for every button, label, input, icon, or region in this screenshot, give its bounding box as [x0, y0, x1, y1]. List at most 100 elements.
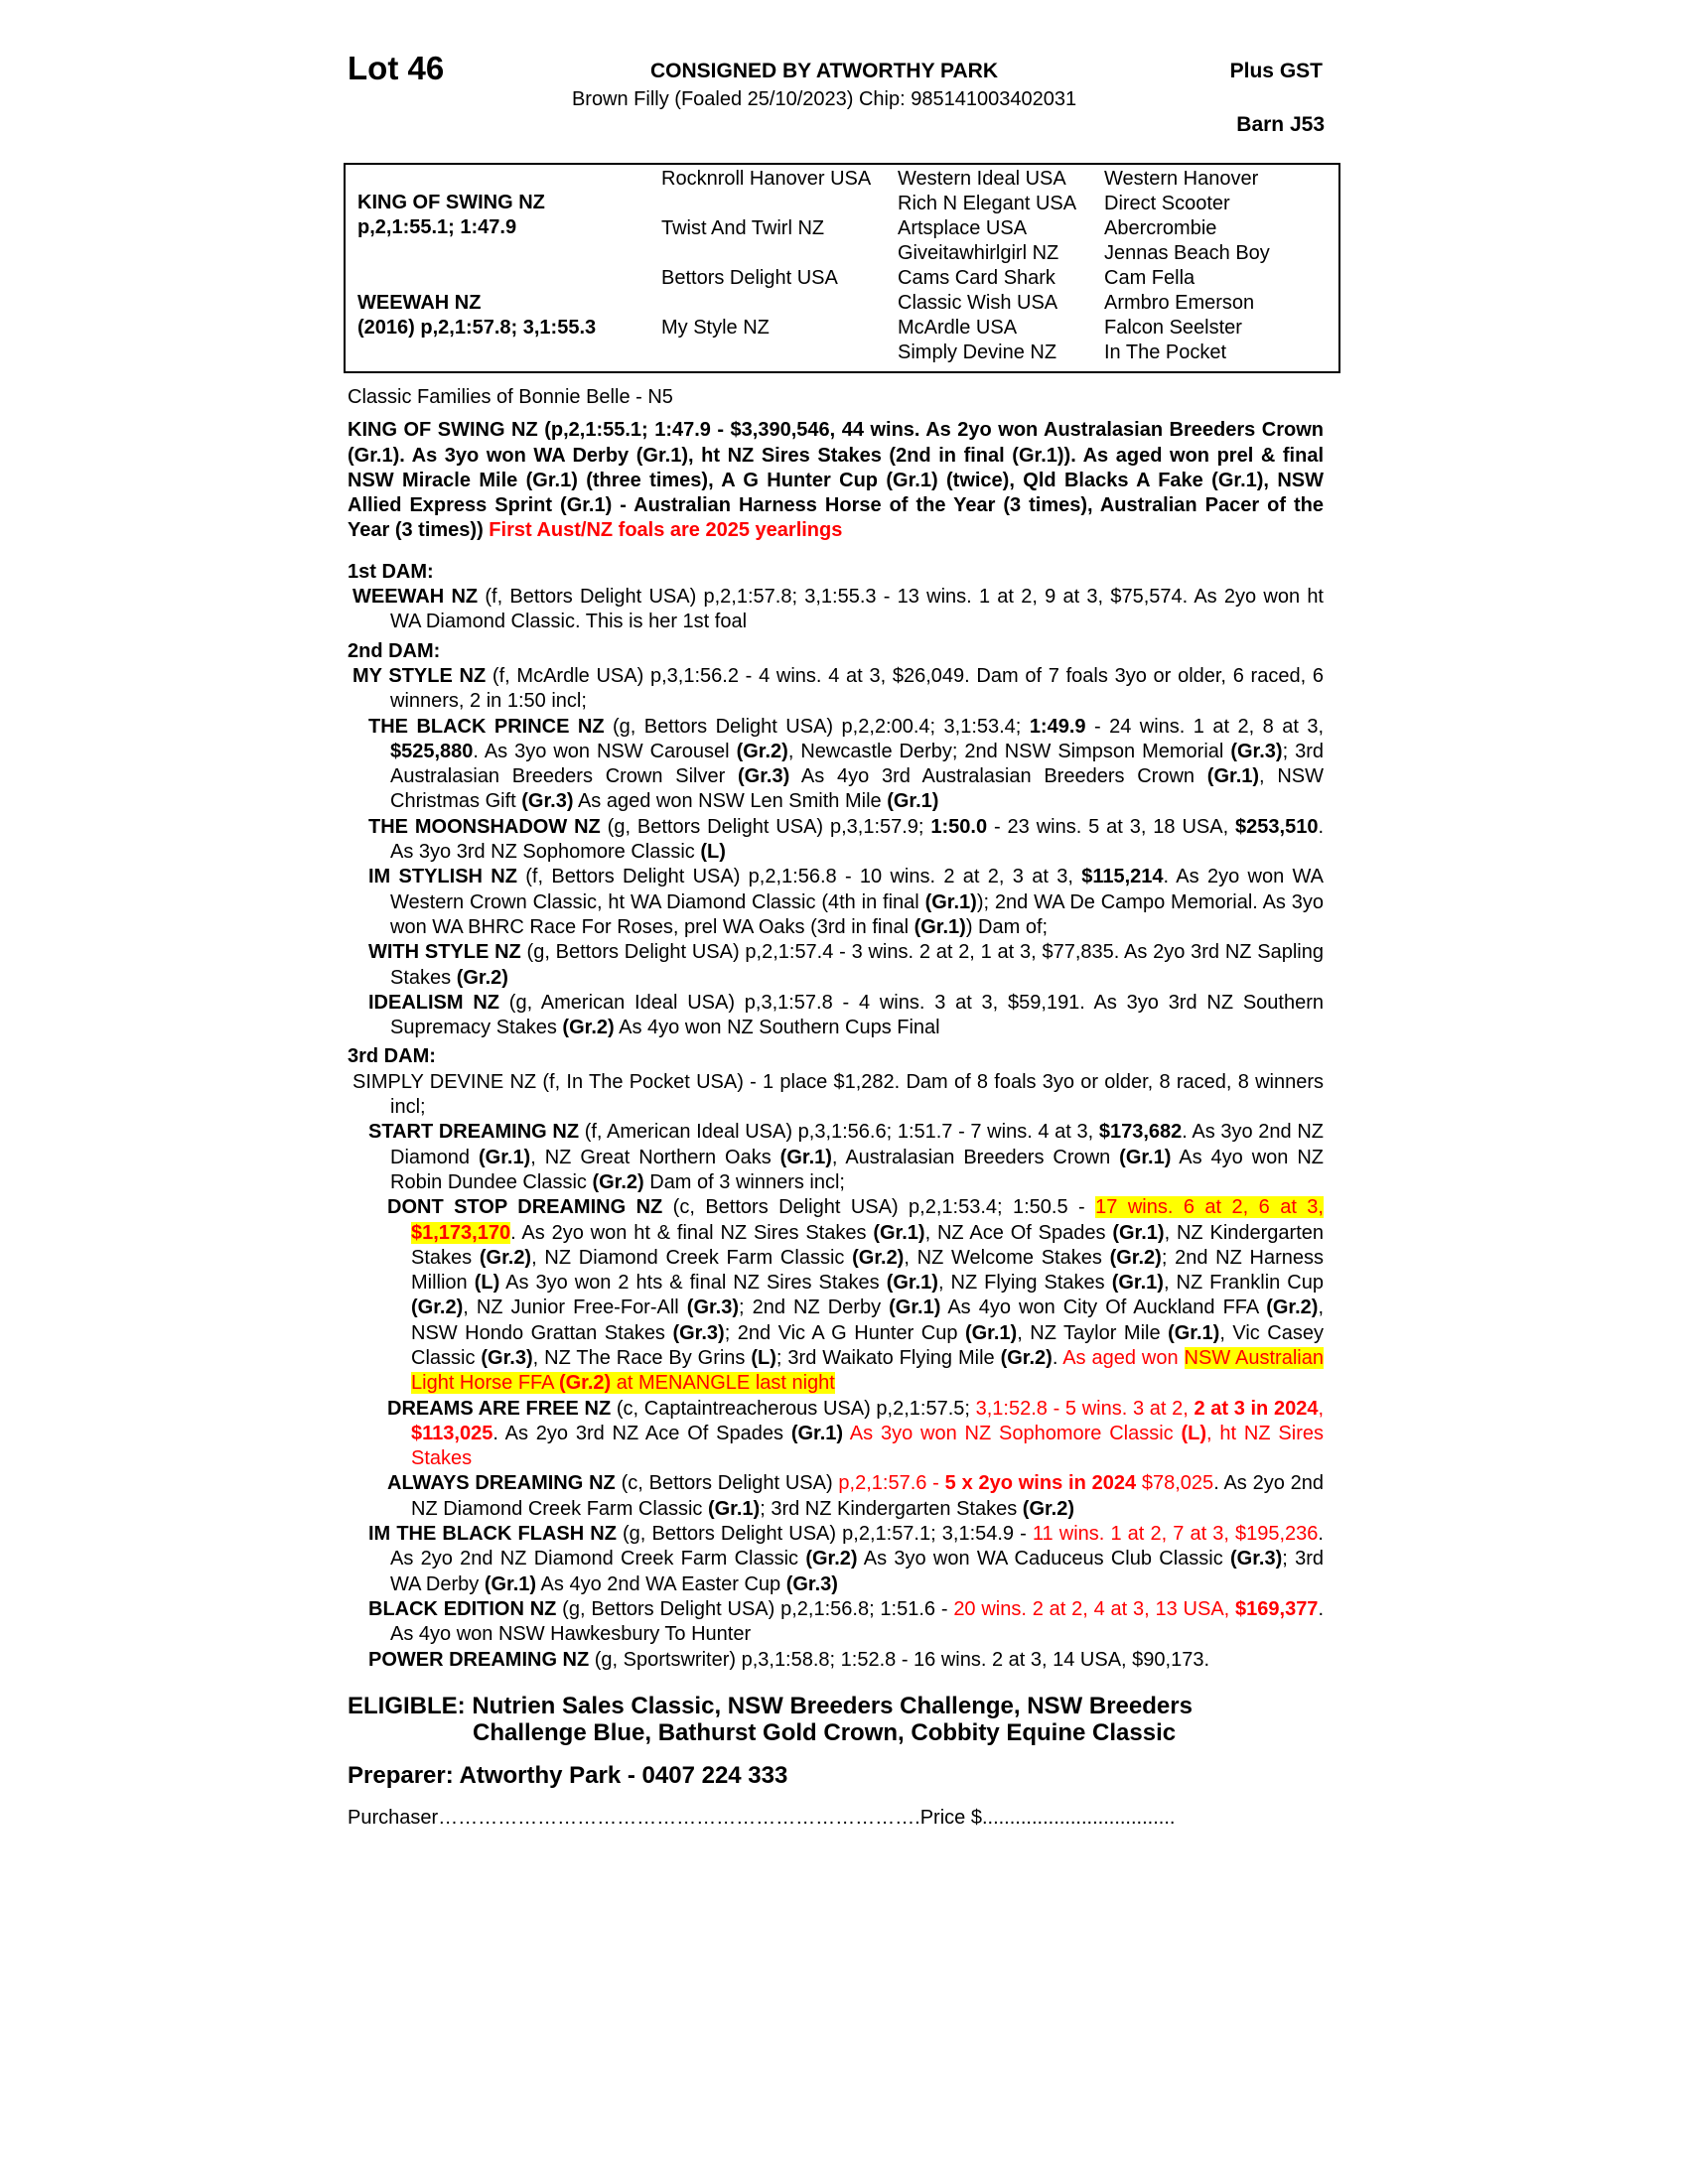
progeny-entry: THE BLACK PRINCE NZ (g, Bettors Delight … [348, 715, 1324, 815]
text-segment: . As 2yo won WA Western Crown Classic, h… [390, 866, 1324, 913]
text-segment: As 3yo won WA Caduceus Club Classic [857, 1548, 1230, 1570]
text-segment: (c, Bettors Delight USA) p,2,1:53.4; 1:5… [662, 1196, 1096, 1219]
dam-name: WEEWAH NZ [357, 292, 482, 314]
text-segment: 17 wins. 6 at 2, 6 at 3, [1095, 1196, 1324, 1219]
text-segment: (Gr.1) [924, 890, 977, 913]
barn-number: Barn J53 [1236, 113, 1325, 136]
progeny-entry: WITH STYLE NZ (g, Bettors Delight USA) p… [348, 940, 1324, 991]
text-segment: (Gr.1) [1119, 1146, 1172, 1168]
text-segment: As 4yo 2nd WA Easter Cup [536, 1572, 786, 1595]
text-segment: (L) [474, 1272, 500, 1295]
text-segment: . As 2yo won ht & final NZ Sires Stakes [510, 1221, 874, 1244]
pedigree-gen4-ancestor: Direct Scooter [1104, 193, 1230, 214]
text-segment: IM THE BLACK FLASH NZ [368, 1523, 617, 1546]
text-segment: , NZ Taylor Mile [1017, 1321, 1169, 1344]
text-segment: ; 3rd Waikato Flying Mile [775, 1346, 1001, 1369]
progeny-entry: DONT STOP DREAMING NZ (c, Bettors Deligh… [348, 1195, 1324, 1396]
text-segment: (f, American Ideal USA) p,3,1:56.6; 1:51… [579, 1121, 1099, 1144]
progeny-entry: IDEALISM NZ (g, American Ideal USA) p,3,… [348, 991, 1324, 1041]
text-segment: (Gr.1) [914, 915, 966, 938]
text-segment: , NZ Ace Of Spades [924, 1221, 1113, 1244]
text-segment: KING OF SWING NZ (p,2,1:55.1; 1:47.9 - $… [348, 419, 1324, 542]
eligibility-line: Challenge Blue, Bathurst Gold Crown, Cob… [473, 1718, 1177, 1746]
gst-note: Plus GST [1229, 60, 1323, 82]
text-segment: , ht NZ Sires Stakes [411, 1422, 1324, 1470]
text-segment: , NZ Welcome Stakes [904, 1246, 1110, 1269]
text-segment: (f, Bettors Delight USA) p,2,1:57.8; 3,1… [390, 586, 1324, 633]
purchaser-line: Purchaser……………………………………………………………….Price … [348, 1806, 1176, 1829]
pedigree-gen3-ancestor: Artsplace USA [898, 217, 1028, 239]
text-segment: (Gr.1) [1206, 765, 1260, 788]
text-segment: IDEALISM NZ [368, 991, 499, 1014]
text-segment: (g, Sportswriter) p,3,1:58.8; 1:52.8 - 1… [589, 1648, 1210, 1671]
text-segment: . As 2yo 3rd NZ Ace Of Spades [492, 1422, 791, 1444]
lot-number: Lot 46 [348, 50, 445, 86]
text-segment: As 4yo 3rd Australasian Breeders Crown [789, 765, 1207, 788]
text-segment: (L) [1181, 1422, 1207, 1444]
text-segment: (Gr.3) [1230, 740, 1283, 762]
text-segment: (Gr.3) [686, 1297, 740, 1319]
text-segment: (Gr.2) [1109, 1246, 1162, 1269]
sire-record: p,2,1:55.1; 1:47.9 [357, 216, 517, 238]
text-segment: (Gr.1) [1111, 1272, 1164, 1295]
pedigree-gen4-ancestor: Jennas Beach Boy [1104, 242, 1270, 264]
dam-heading: 3rd DAM: [348, 1044, 1324, 1069]
text-segment: ; 3rd WA Derby [390, 1548, 1324, 1595]
text-segment: , NZ Diamond Creek Farm Classic [531, 1246, 853, 1269]
text-segment: (L) [700, 841, 726, 864]
text-segment: (Gr.3) [1230, 1548, 1283, 1570]
text-segment: 3,1:52.8 - 5 wins. 3 at 2, [975, 1397, 1195, 1420]
text-segment: $113,025 [411, 1422, 493, 1444]
text-segment: $115,214 [1081, 866, 1164, 888]
progeny-entry: POWER DREAMING NZ (g, Sportswriter) p,3,… [348, 1648, 1324, 1673]
text-segment: (Gr.3) [481, 1346, 533, 1369]
eligibility-line: ELIGIBLE: Nutrien Sales Classic, NSW Bre… [348, 1692, 1193, 1719]
pedigree-gen2-ancestor: Rocknroll Hanover USA [661, 168, 872, 190]
text-segment: , NZ Great Northern Oaks [530, 1146, 780, 1168]
text-segment: $169,377 [1235, 1597, 1319, 1620]
text-segment: $253,510 [1235, 815, 1319, 838]
pedigree-table: KING OF SWING NZ p,2,1:55.1; 1:47.9 WEEW… [344, 163, 1340, 373]
text-segment: . As 3yo 2nd NZ Diamond [390, 1121, 1324, 1168]
text-segment: . As 4yo won NSW Hawkesbury To Hunter [390, 1597, 1324, 1646]
text-segment: ; 3rd NZ Kindergarten Stakes [760, 1497, 1023, 1520]
progeny-entry: ALWAYS DREAMING NZ (c, Bettors Delight U… [348, 1471, 1324, 1522]
text-segment: (Gr.1) [1168, 1321, 1220, 1344]
text-segment: (g, Bettors Delight USA) p,2,1:57.4 - 3 … [390, 941, 1324, 989]
text-segment: , NZ Flying Stakes [937, 1272, 1112, 1295]
progeny-entry: BLACK EDITION NZ (g, Bettors Delight USA… [348, 1597, 1324, 1648]
text-segment: 1:49.9 [1029, 715, 1086, 738]
text-segment: (g, Bettors Delight USA) p,2,1:56.8; 1:5… [556, 1597, 954, 1620]
text-segment: (Gr.1) [1112, 1221, 1165, 1244]
dam-record: (2016) p,2,1:57.8; 3,1:55.3 [357, 317, 597, 339]
text-segment: ; 2nd NZ Derby [739, 1297, 890, 1319]
family-line: Classic Families of Bonnie Belle - N5 [348, 386, 673, 408]
text-segment: 2nd DAM: [348, 639, 441, 662]
text-segment: 1:50.0 [930, 815, 988, 838]
text-segment: (Gr.2) [592, 1170, 644, 1193]
text-segment: (g, Bettors Delight USA) p,3,1:57.9; [600, 815, 931, 838]
pedigree-gen3-ancestor: Rich N Elegant USA [898, 193, 1077, 214]
text-segment [843, 1423, 850, 1444]
text-segment: $1,173,170 [411, 1221, 511, 1244]
text-segment: 20 wins. 2 at 2, 4 at 3, 13 USA, [953, 1597, 1236, 1620]
text-segment: (Gr.2) [456, 966, 508, 989]
text-segment: As 3yo won 2 hts & final NZ Sires Stakes [499, 1272, 887, 1295]
text-segment: ; 3rd Australasian Breeders Crown Silver [390, 740, 1324, 788]
horse-description: Brown Filly (Foaled 25/10/2023) Chip: 98… [571, 88, 1077, 110]
text-segment: As 4yo won City Of Auckland FFA [940, 1297, 1267, 1319]
progeny-entry: THE MOONSHADOW NZ (g, Bettors Delight US… [348, 815, 1324, 866]
text-segment: (Gr.2) [736, 740, 788, 762]
text-segment: (Gr.2) [1022, 1497, 1075, 1520]
text-segment: (g, Bettors Delight USA) p,2,2:00.4; 3,1… [604, 715, 1030, 738]
text-segment: WITH STYLE NZ [368, 941, 521, 964]
text-segment: (Gr.2) [1266, 1297, 1319, 1319]
text-segment: , NSW Hondo Grattan Stakes [411, 1297, 1324, 1344]
text-segment: (Gr.3) [521, 790, 574, 813]
text-segment: (Gr.1) [478, 1146, 531, 1168]
pedigree-gen2-ancestor: My Style NZ [661, 317, 770, 339]
pedigree-gen2-ancestor: Twist And Twirl NZ [661, 217, 825, 239]
text-segment: DONT STOP DREAMING NZ [387, 1196, 663, 1219]
text-segment: (g, American Ideal USA) p,3,1:57.8 - 4 w… [390, 991, 1324, 1039]
pedigree-gen3-ancestor: Classic Wish USA [898, 292, 1058, 314]
